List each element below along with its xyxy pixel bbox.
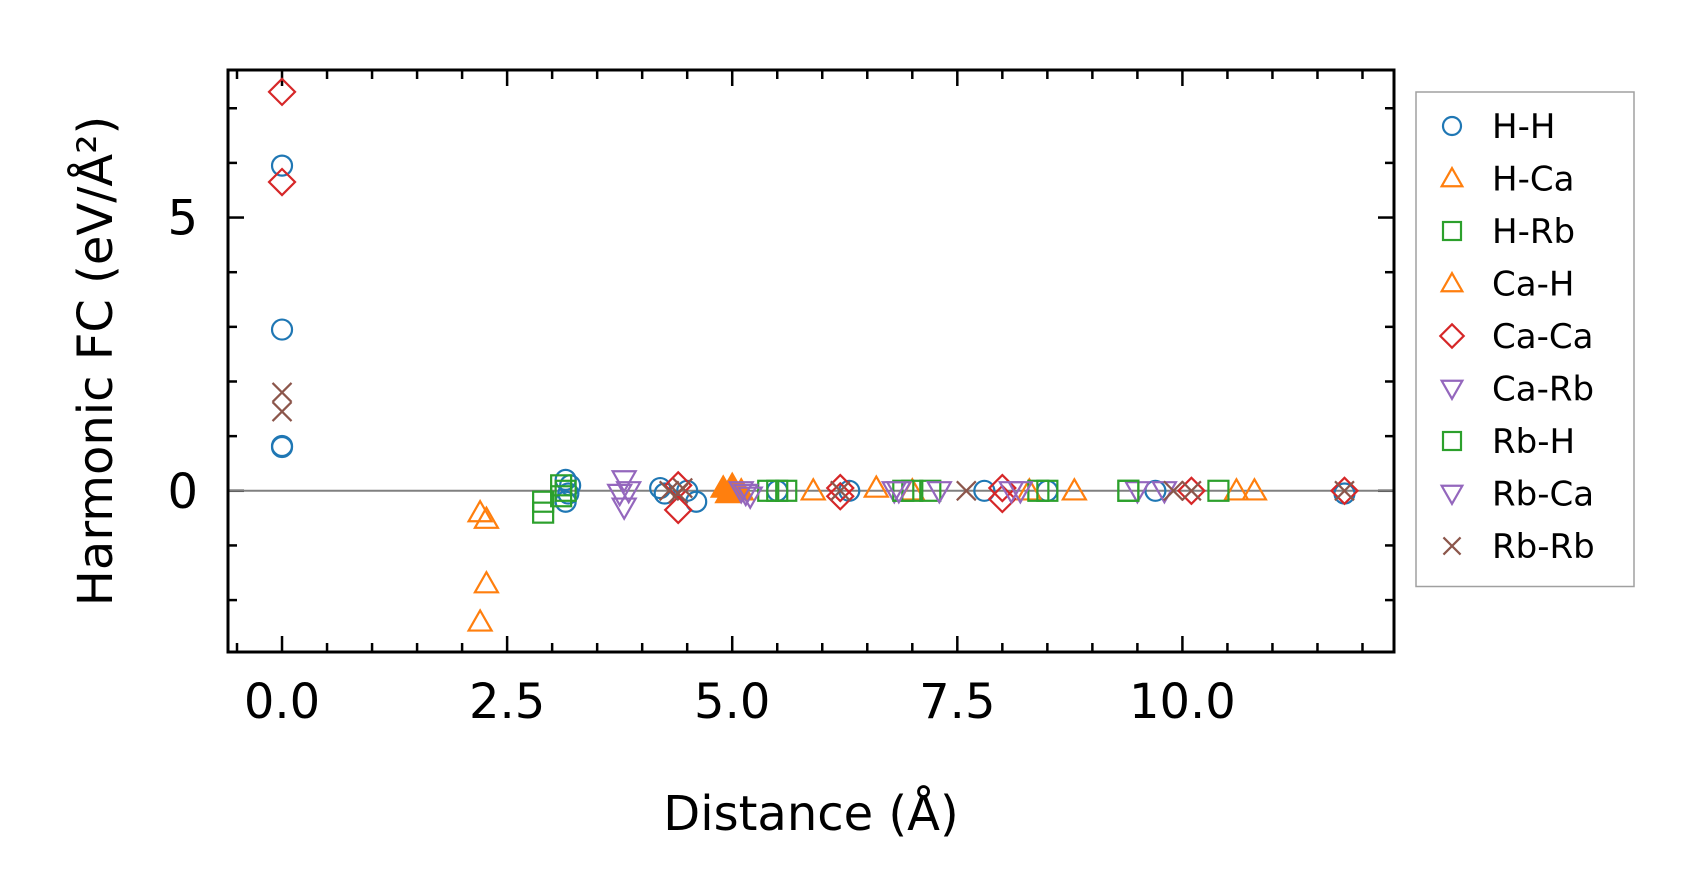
data-point [1006, 481, 1034, 505]
data-point [727, 481, 755, 505]
legend-label: Ca-H [1492, 265, 1574, 305]
legend-label: H-H [1492, 107, 1555, 147]
legend-label: Ca-Rb [1492, 370, 1594, 410]
legend-marker [1442, 536, 1462, 556]
legend-label: Rb-Ca [1492, 475, 1594, 515]
x-tick-label: 7.5 [919, 674, 995, 730]
x-tick-label: 2.5 [469, 674, 545, 730]
data-point [862, 474, 890, 498]
data-point [550, 474, 573, 497]
x-tick-label: 0.0 [244, 674, 320, 730]
legend-marker [1441, 220, 1463, 242]
data-point [973, 479, 996, 502]
data-point [956, 480, 977, 502]
legend-marker [1438, 322, 1466, 350]
data-point [663, 495, 693, 525]
legend-label: Ca-Ca [1492, 317, 1593, 357]
data-point [1334, 480, 1355, 502]
data-point [825, 473, 855, 503]
data-point [649, 476, 672, 500]
data-point [732, 483, 760, 508]
data-point [473, 505, 500, 529]
data-point [925, 481, 953, 505]
legend-marker [1441, 115, 1463, 137]
data-point [987, 473, 1017, 503]
x-tick-label: 5.0 [694, 674, 770, 730]
data-points [267, 77, 1360, 632]
x-tick-label: 10.0 [1129, 674, 1236, 730]
legend-label: H-Ca [1492, 160, 1574, 200]
data-point [825, 481, 855, 511]
data-point [1117, 479, 1140, 502]
data-point [1060, 477, 1088, 501]
x-axis-label: Distance (Å) [663, 785, 958, 842]
y-tick-label: 0 [167, 464, 198, 520]
data-point [615, 481, 643, 505]
y-tick-label: 5 [167, 191, 198, 247]
tick-labels: 0.0 2.5 5.0 7.5 10.0 0 5 [167, 191, 1235, 730]
y-axis-label: Harmonic FC (eV/Å²) [67, 116, 124, 606]
data-point [736, 486, 764, 510]
data-point [466, 498, 494, 523]
data-point [799, 477, 827, 501]
data-point [554, 479, 577, 502]
data-point [466, 608, 494, 632]
data-point [267, 77, 297, 107]
data-point [532, 501, 555, 524]
data-point [885, 481, 913, 505]
data-point [829, 480, 851, 502]
data-point [766, 479, 789, 502]
legend-marker [1439, 484, 1465, 507]
data-point [270, 435, 294, 459]
plot-frame [226, 68, 1396, 654]
data-point [1036, 479, 1059, 502]
legend-marker [1439, 270, 1465, 293]
legend-label: H-Rb [1492, 212, 1575, 252]
legend: H-H H-Ca H-Rb Ca-H Ca-Ca Ca-Rb Rb-H Rb-Ca Rb-Rb [1415, 91, 1635, 588]
legend-marker [1439, 165, 1465, 188]
data-point [270, 154, 294, 177]
legend-marker [1441, 430, 1463, 452]
series-rb-ca [615, 481, 1034, 508]
legend-label: Rb-H [1492, 422, 1575, 462]
series-rb-h [550, 474, 1140, 502]
data-point [557, 482, 580, 505]
data-point [1144, 479, 1167, 502]
legend-marker [1439, 379, 1465, 402]
data-point [919, 479, 942, 502]
series-h-ca [466, 474, 1268, 632]
data-point [714, 479, 742, 504]
data-point [270, 318, 294, 341]
data-point [1329, 476, 1360, 506]
data-point [672, 477, 693, 499]
series-rb-rb [271, 382, 1355, 504]
data-point [1163, 480, 1184, 502]
data-point [267, 167, 297, 197]
data-point [1181, 480, 1202, 502]
data-point [1241, 477, 1268, 501]
data-point [1176, 476, 1206, 506]
data-point [1207, 479, 1230, 502]
data-point [271, 382, 293, 403]
data-point [271, 401, 293, 422]
data-point [1223, 477, 1250, 501]
data-point [987, 484, 1017, 514]
legend-label: Rb-Rb [1492, 527, 1595, 567]
data-point [473, 569, 500, 594]
